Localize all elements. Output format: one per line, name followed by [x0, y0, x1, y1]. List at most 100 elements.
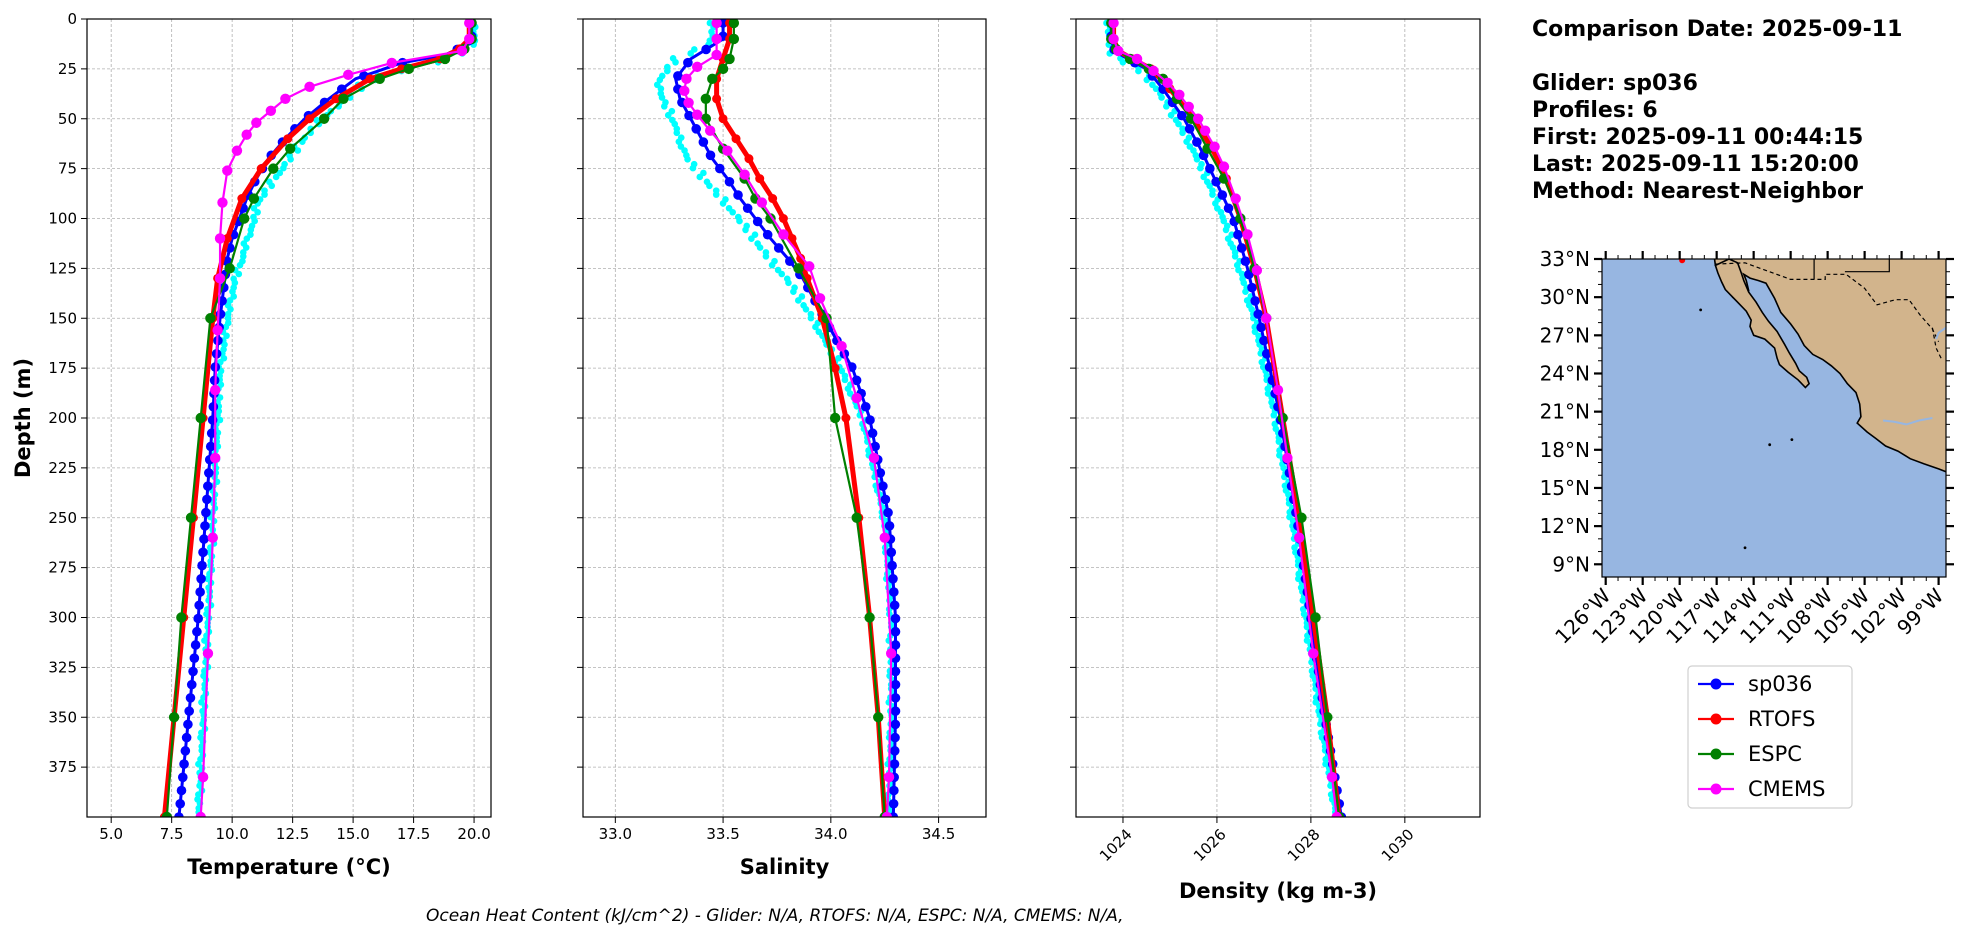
y-axis-label: Depth (m)	[11, 358, 35, 478]
glider-profile-point	[1167, 111, 1175, 119]
y-tick-label: 0	[67, 10, 77, 28]
sp036-point	[870, 441, 880, 452]
glider-profile-point	[1175, 120, 1182, 128]
sp036-point	[183, 719, 193, 730]
glider-profile-point	[1152, 85, 1160, 93]
series-espc-point	[268, 163, 279, 174]
series-cmems-point	[304, 81, 315, 93]
series-rtofs-line	[714, 22, 888, 817]
series-rtofs-point	[222, 233, 232, 243]
sp036-point	[880, 494, 891, 505]
series-rtofs-point	[256, 164, 266, 174]
glider-profile-point	[689, 164, 697, 172]
glider-profile-point	[243, 235, 251, 243]
series-rtofs-point	[712, 94, 722, 104]
series-rtofs-point	[796, 253, 806, 263]
sp036-point	[199, 534, 209, 544]
sp036-point	[193, 613, 203, 624]
sp036-point	[701, 44, 711, 55]
series-cmems-point	[711, 49, 722, 61]
glider-profile-point	[1251, 323, 1258, 331]
sp036-point	[175, 798, 186, 809]
series-cmems-point	[1251, 265, 1263, 276]
series-cmems-point	[1113, 45, 1124, 57]
map-content	[1602, 259, 1946, 577]
glider-profile-point	[287, 156, 294, 163]
legend-entry-espc: ESPC	[1698, 742, 1802, 766]
series-cmems-point	[1199, 125, 1211, 136]
sp036-point	[714, 163, 725, 174]
glider-profile-point	[660, 103, 668, 110]
series-cmems-point	[197, 771, 209, 783]
sp036-point	[887, 560, 897, 571]
series-sp036-profiles	[194, 19, 479, 825]
glider-profile-point	[194, 818, 201, 825]
series-espc-point	[793, 263, 804, 274]
glider-profile-point	[1240, 279, 1248, 287]
series-cmems-point	[681, 73, 692, 85]
glider-profile-point	[719, 200, 727, 207]
sp036-point	[683, 57, 693, 68]
y-tick-label: 300	[48, 609, 77, 627]
sp036-point	[174, 812, 184, 817]
sp036-point	[888, 798, 899, 809]
sp036-point	[177, 772, 188, 783]
glider-profile-point	[838, 367, 846, 375]
sp036-point	[890, 666, 901, 677]
sp036-point	[1240, 256, 1251, 266]
glider-profile-point	[1135, 67, 1142, 75]
series-cmems-point	[1183, 101, 1194, 112]
sp036-point	[773, 243, 784, 253]
y-tick-label: 100	[48, 210, 77, 228]
glider-profile-point	[778, 270, 786, 278]
sp036-point	[181, 732, 192, 743]
series-espc-point	[1322, 712, 1333, 723]
series-cmems-point	[343, 69, 354, 81]
series-espc-point	[1296, 512, 1307, 523]
glider-profile-point	[268, 182, 276, 190]
series-group	[1103, 19, 1347, 817]
series-cmems-point	[879, 532, 890, 543]
series-espc-point	[864, 612, 875, 623]
legend-label: CMEMS	[1748, 777, 1826, 801]
state-line	[1844, 259, 1890, 273]
glider-profile-point	[794, 297, 802, 304]
glider-profile-point	[1242, 288, 1249, 295]
x-tick-label: 1028	[1284, 825, 1324, 865]
series-cmems-point	[241, 129, 252, 140]
glider-profile-point	[658, 94, 666, 101]
x-tick-label: 34.0	[814, 825, 847, 843]
series-cmems-point	[868, 452, 880, 464]
y-tick-label: 175	[48, 359, 77, 377]
series-espc-point	[185, 512, 197, 523]
series-cmems-point	[217, 197, 228, 208]
glider-profile-point	[748, 235, 755, 243]
glider-profile-point	[1119, 58, 1127, 66]
series-cmems	[1108, 19, 1342, 817]
series-cmems-point	[222, 165, 233, 176]
sp036-point	[886, 547, 897, 558]
glider-profile-point	[223, 332, 230, 340]
glider-profile-point	[812, 323, 819, 331]
sp036-point	[890, 679, 901, 690]
series-cmems-point	[214, 233, 226, 244]
glider-profile-point	[1183, 138, 1190, 145]
glider-profile-point	[865, 447, 872, 454]
series-espc-point	[700, 93, 712, 105]
series-cmems-point	[711, 33, 722, 45]
temperature-panel: 5.0 7.5 10.0 12.5 15.0 17.5 20.0 0 25 50 75 100 125 1…	[11, 10, 492, 879]
sp036-point	[198, 547, 208, 558]
glider-profile-point	[1220, 217, 1228, 225]
legend-marker	[1710, 783, 1722, 795]
glider-profile-point	[664, 67, 671, 75]
location-map: 33°N30°N27°N24°N21°N18°N15°N12°N9°N126°W…	[1540, 247, 1954, 649]
x-tick-label: 15.0	[336, 825, 369, 843]
series-cmems-point	[214, 273, 226, 284]
series-cmems-point	[1174, 89, 1185, 101]
glider-profile-point	[712, 191, 720, 198]
y-tick-label: 275	[48, 559, 77, 577]
series-cmems-point	[1131, 53, 1143, 65]
series-cmems-point	[1331, 811, 1342, 817]
series-cmems-point	[692, 109, 703, 120]
sp036-point	[867, 428, 878, 439]
